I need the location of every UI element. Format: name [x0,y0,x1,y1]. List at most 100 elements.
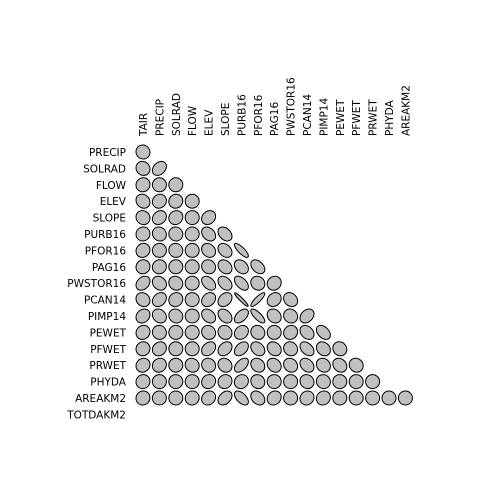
column-labels: TAIR PRECIP SOLRAD FLOW ELEV SLOPE PURB16 PFOR1… [138,77,412,137]
ellipse-pfwet-purb16 [233,341,249,357]
ellipse-areakm2-phyda [381,390,397,406]
ellipse-pimp14-pag16 [266,308,282,324]
row-label-solrad: SOLRAD [83,163,126,175]
ellipse-elev-precip [151,193,167,209]
ellipse-purb16-precip [151,226,167,242]
row-label-pag16: PAG16 [92,262,126,274]
ellipse-prwet-pwstor16 [283,357,299,373]
row-label-pfor16: PFOR16 [85,245,127,257]
ellipse-areakm2-precip [151,390,167,406]
ellipse-pcan14-purb16 [234,292,249,307]
ellipse-pcan14-pfor16 [250,292,266,308]
ellipse-pfwet-pfor16 [250,341,266,357]
ellipse-pcan14-elev [201,292,217,308]
ellipse-pfor16-precip [151,242,167,258]
ellipse-pimp14-tair [135,308,151,324]
column-label-prwet: PRWET [368,99,380,136]
ellipse-pewet-solrad [168,324,184,340]
column-label-precip: PRECIP [154,99,166,136]
ellipse-pfwet-pag16 [266,341,282,357]
ellipse-pfwet-solrad [168,341,184,357]
row-label-precip: PRECIP [89,147,126,159]
ellipse-pfor16-flow [184,242,200,258]
ellipse-prwet-pag16 [266,357,282,373]
ellipse-areakm2-elev [201,390,217,406]
ellipse-pimp14-elev [201,308,217,324]
ellipse-pimp14-pfor16 [250,308,266,324]
ellipse-elev-solrad [168,193,184,209]
ellipse-prwet-pimp14 [315,357,331,373]
row-label-slope: SLOPE [93,213,126,225]
ellipse-pfwet-flow [184,341,200,357]
ellipse-pag16-solrad [168,259,184,275]
ellipse-phyda-slope [217,374,233,390]
ellipse-pfwet-pimp14 [315,341,331,357]
column-label-pfor16: PFOR16 [253,94,265,136]
ellipse-pwstor16-pfor16 [250,275,266,291]
column-label-solrad: SOLRAD [171,93,183,136]
ellipse-prwet-elev [201,357,217,373]
ellipse-areakm2-solrad [168,390,184,406]
ellipse-pimp14-slope [217,308,233,324]
ellipse-pewet-pcan14 [299,324,315,340]
ellipse-solrad-tair [135,160,151,176]
ellipse-pfor16-purb16 [233,242,249,258]
ellipse-phyda-pfor16 [250,374,266,390]
ellipse-slope-flow [184,210,200,226]
row-label-pewet: PEWET [90,327,127,339]
ellipse-areakm2-pewet [332,390,348,406]
ellipse-elev-tair [135,193,151,209]
ellipse-pewet-slope [217,324,233,340]
column-label-pag16: PAG16 [269,102,281,136]
ellipse-slope-elev [201,210,217,226]
ellipse-prwet-pcan14 [299,357,315,373]
column-label-purb16: PURB16 [236,94,248,136]
ellipse-pimp14-pcan14 [299,308,315,324]
ellipse-pcan14-precip [151,292,167,308]
row-labels: PRECIP SOLRAD FLOW ELEV SLOPE PURB16 PFOR16 PAG… [66,147,127,421]
ellipse-pewet-tair [135,324,151,340]
ellipse-pimp14-solrad [168,308,184,324]
row-label-pwstor16: PWSTOR16 [67,278,126,290]
ellipse-prwet-solrad [168,357,184,373]
ellipse-pag16-pfor16 [250,259,266,275]
ellipse-pimp14-pwstor16 [283,308,299,324]
ellipse-pfwet-precip [151,341,167,357]
row-label-elev: ELEV [100,196,127,208]
ellipse-phyda-precip [151,374,167,390]
column-label-flow: FLOW [187,105,199,136]
column-label-pwstor16: PWSTOR16 [286,77,298,136]
ellipse-pfwet-elev [201,341,217,357]
row-label-pfwet: PFWET [90,344,126,356]
ellipse-phyda-elev [201,374,217,390]
column-label-elev: ELEV [204,109,216,136]
ellipse-areakm2-slope [217,390,233,406]
ellipse-pfwet-pwstor16 [283,341,299,357]
ellipse-pewet-flow [184,324,200,340]
ellipse-pag16-flow [184,259,200,275]
ellipse-pag16-slope [217,259,233,275]
row-label-pcan14: PCAN14 [84,295,126,307]
ellipse-phyda-pwstor16 [283,374,299,390]
ellipse-phyda-pag16 [266,374,282,390]
ellipse-pcan14-slope [217,292,233,308]
ellipse-pwstor16-tair [135,275,151,291]
ellipse-prwet-purb16 [233,357,249,373]
ellipse-solrad-precip [151,160,167,176]
column-label-slope: SLOPE [220,103,232,136]
ellipse-prwet-tair [135,357,151,373]
ellipse-pwstor16-elev [201,275,217,291]
ellipse-prwet-precip [151,357,167,373]
ellipse-pfwet-pewet [332,341,348,357]
column-label-pewet: PEWET [335,99,347,136]
ellipse-pwstor16-precip [151,275,167,291]
ellipse-pwstor16-pag16 [266,275,282,291]
column-label-pfwet: PFWET [351,100,363,136]
ellipse-precip-tair [135,144,151,160]
ellipse-pcan14-tair [135,292,151,308]
ellipse-pimp14-precip [151,308,167,324]
ellipse-areakm2-pfor16 [250,390,266,406]
ellipse-pfwet-pcan14 [299,341,315,357]
ellipse-prwet-pfwet [348,357,364,373]
